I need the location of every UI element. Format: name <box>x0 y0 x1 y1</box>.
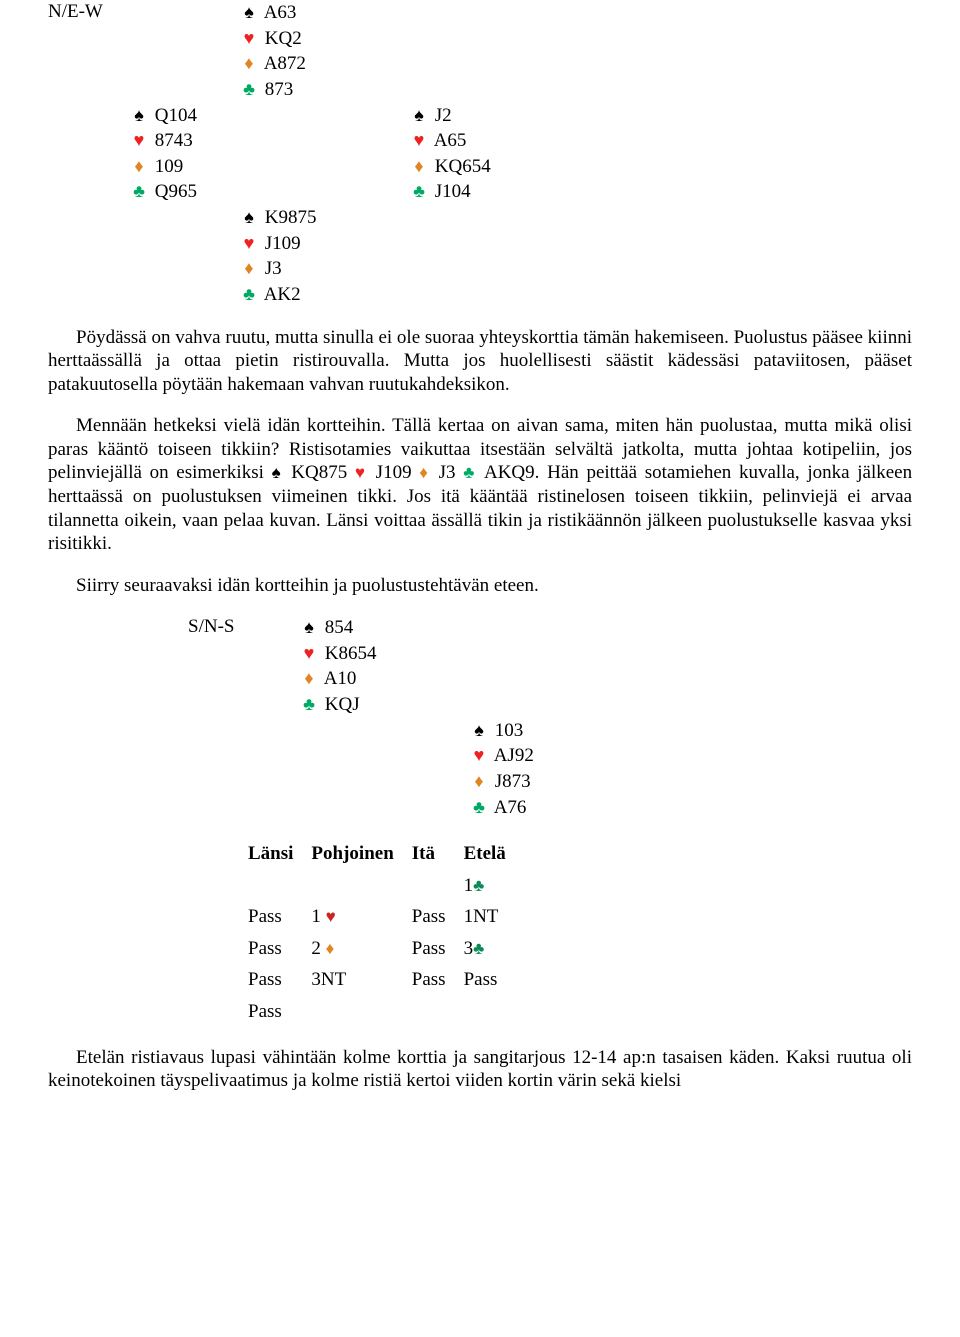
bidding-cell: 3NT <box>311 964 411 996</box>
paragraph-1: Pöydässä on vahva ruutu, mutta sinulla e… <box>48 326 912 397</box>
bidding-cell: 1 ♥ <box>311 901 411 933</box>
bidding-cell: Pass <box>412 964 464 996</box>
deal-1-diagram: N/E-W ♠ A63 ♥ KQ2 ♦ A872 ♣ 873 ♠ Q104 <box>48 0 912 308</box>
bidding-cell: 1♣ <box>464 870 524 902</box>
bidding-cell <box>412 870 464 902</box>
bidding-cell <box>412 996 464 1028</box>
bidding-header: Itä <box>412 838 464 870</box>
bidding-cell: Pass <box>412 933 464 965</box>
bidding-cell <box>248 870 311 902</box>
bidding-cell <box>464 996 524 1028</box>
deal-2-vul: S/N-S <box>188 616 234 637</box>
deal-2-east: ♠ 103 ♥ AJ92 ♦ J873 ♣ A76 <box>468 718 534 821</box>
bidding-cell: Pass <box>464 964 524 996</box>
bidding-cell: 3♣ <box>464 933 524 965</box>
bidding-cell: Pass <box>248 964 311 996</box>
deal-1-west: ♠ Q104 ♥ 8743 ♦ 109 ♣ Q965 <box>128 103 238 206</box>
bidding-header: Etelä <box>464 838 524 870</box>
deal-1-vul: N/E-W <box>48 1 103 22</box>
deal-1-east: ♠ J2 ♥ A65 ♦ KQ654 ♣ J104 <box>408 103 491 206</box>
bidding-cell <box>311 996 411 1028</box>
bidding-cell: Pass <box>412 901 464 933</box>
deal-1-south: ♠ K9875 ♥ J109 ♦ J3 ♣ AK2 <box>238 205 408 308</box>
bidding-header: Pohjoinen <box>311 838 411 870</box>
deal-1-north: ♠ A63 ♥ KQ2 ♦ A872 ♣ 873 <box>238 0 408 103</box>
bidding-cell: Pass <box>248 933 311 965</box>
deal-2-north: ♠ 854 ♥ K8654 ♦ A10 ♣ KQJ <box>298 615 468 718</box>
deal-2-diagram: S/N-S ♠ 854 ♥ K8654 ♦ A10 ♣ KQJ <box>188 615 912 820</box>
bidding-header: Länsi <box>248 838 311 870</box>
bidding-table: Länsi Pohjoinen Itä Etelä 1♣Pass1 ♥Pass1… <box>248 838 912 1027</box>
bidding-cell <box>311 870 411 902</box>
bidding-cell: 1NT <box>464 901 524 933</box>
paragraph-4: Etelän ristiavaus lupasi vähintään kolme… <box>48 1046 912 1093</box>
bidding-cell: Pass <box>248 996 311 1028</box>
bidding-cell: Pass <box>248 901 311 933</box>
bidding-cell: 2 ♦ <box>311 933 411 965</box>
paragraph-3: Siirry seuraavaksi idän kortteihin ja pu… <box>48 574 912 598</box>
paragraph-2: Mennään hetkeksi vielä idän kortteihin. … <box>48 414 912 555</box>
